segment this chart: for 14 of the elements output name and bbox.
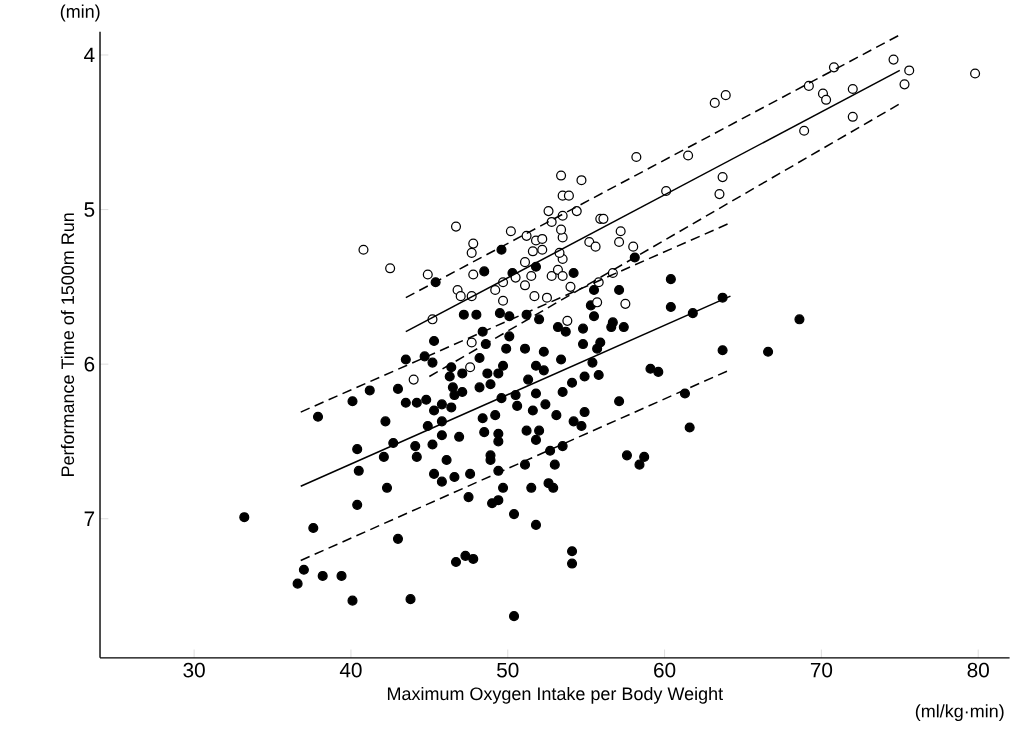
x-tick-label: 30 (183, 662, 205, 678)
x-tick-label: 80 (967, 662, 989, 678)
y-tick-label: 5 (84, 202, 95, 217)
text: (ml/kg·min) (915, 704, 1004, 722)
y-tick-label: 4 (84, 47, 95, 63)
y-tick-label: 7 (84, 511, 95, 527)
x-tick-label: 70 (810, 662, 833, 678)
x-tick-label: 50 (497, 662, 519, 678)
y-tick-label: 6 (84, 356, 95, 372)
y-axis-title: Performance Time of 1500m Run (60, 213, 75, 477)
x-tick-label: 40 (339, 662, 362, 678)
text: (min) (60, 4, 100, 22)
x-tick-label: 60 (654, 662, 676, 678)
x-axis-title: Maximum Oxygen Intake per Body Weight (387, 687, 723, 704)
